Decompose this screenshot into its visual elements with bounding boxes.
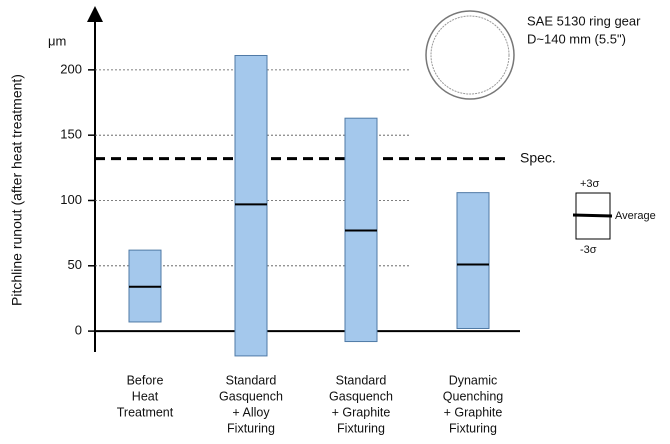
chart: μm Pitchline runout (after heat treatmen… <box>0 0 670 444</box>
annotation: D~140 mm (5.5") <box>527 31 626 46</box>
x-tick-label: Fixturing <box>337 421 385 435</box>
x-tick-label: Gasquench <box>329 389 393 403</box>
spec-label: Spec. <box>520 149 556 165</box>
ring-outer <box>426 11 514 99</box>
x-tick-label: + Graphite <box>444 405 503 419</box>
y-label: Pitchline runout (after heat treatment) <box>9 74 25 306</box>
x-tick-label: + Alloy <box>232 405 270 419</box>
x-tick-label: Fixturing <box>227 421 275 435</box>
x-tick-label: Before <box>127 373 164 387</box>
legend-lower: -3σ <box>580 244 597 256</box>
range-bar <box>235 55 267 355</box>
y-tick-label: 100 <box>60 192 82 207</box>
y-tick-label: 50 <box>68 257 82 272</box>
x-tick-label: Treatment <box>117 405 174 419</box>
ring-inner <box>431 16 509 94</box>
x-tick-label: Dynamic <box>449 373 498 387</box>
x-tick-label: Standard <box>336 373 387 387</box>
legend-average: Average <box>615 210 656 222</box>
x-tick-label: Gasquench <box>219 389 283 403</box>
x-tick-label: Heat <box>132 389 159 403</box>
x-tick-label: + Graphite <box>332 405 391 419</box>
y-unit: μm <box>48 33 66 48</box>
y-tick-label: 150 <box>60 127 82 142</box>
annotation: SAE 5130 ring gear <box>527 13 641 28</box>
legend-upper: +3σ <box>580 178 600 190</box>
x-tick-label: Quenching <box>443 389 504 403</box>
x-tick-label: Standard <box>226 373 277 387</box>
y-tick-label: 0 <box>75 323 82 338</box>
y-tick-label: 200 <box>60 61 82 76</box>
x-tick-label: Fixturing <box>449 421 497 435</box>
range-bar <box>457 193 489 329</box>
legend-average-line <box>573 215 612 216</box>
